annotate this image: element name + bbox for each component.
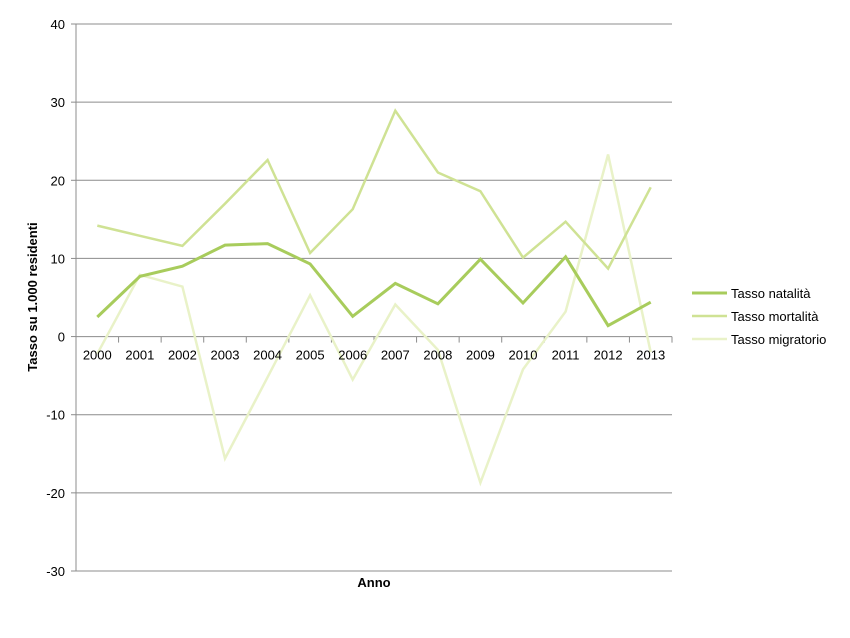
x-axis-title: Anno (357, 575, 390, 590)
x-tick-label: 2012 (594, 348, 623, 363)
x-tick-label: 2008 (423, 348, 452, 363)
y-tick-labels: 40 30 20 10 0 -10 -20 -30 (46, 17, 65, 579)
y-tick-label: -10 (46, 408, 65, 423)
y-tick-label: -30 (46, 564, 65, 579)
legend-label-tasso-natalit-: Tasso natalità (731, 286, 811, 301)
x-tick-label: 2009 (466, 348, 495, 363)
x-tick-label: 2010 (509, 348, 538, 363)
x-tick-label: 2013 (636, 348, 665, 363)
x-tick-label: 2002 (168, 348, 197, 363)
x-tick-label: 2001 (125, 348, 154, 363)
y-axis-title: Tasso su 1.000 residenti (25, 222, 40, 371)
series-line-tasso-migratorio (96, 154, 652, 487)
x-tick-label: 2006 (338, 348, 367, 363)
y-tick-label: 40 (51, 17, 65, 32)
legend: Tasso natalità Tasso mortalità Tasso migra… (692, 286, 826, 347)
x-tick-label: 2005 (296, 348, 325, 363)
y-tick-label: -20 (46, 486, 65, 501)
x-tick-label: 2007 (381, 348, 410, 363)
x-tick-label: 2003 (211, 348, 240, 363)
x-tick-labels: 2000 2001 2002 2003 2004 2005 2006 2007 2008 2009… (83, 348, 665, 363)
x-tick-label: 2011 (552, 348, 580, 363)
legend-label-tasso-mortalit-: Tasso mortalità (731, 309, 819, 324)
series-line-tasso-natalit- (96, 242, 652, 328)
y-tick-label: 0 (58, 330, 65, 345)
series-lines (96, 108, 652, 487)
y-tick-label: 30 (51, 95, 65, 110)
y-tick-label: 20 (51, 173, 65, 188)
x-tick-label: 2004 (253, 348, 282, 363)
series-line-tasso-mortalit- (97, 108, 652, 271)
y-tick-label: 10 (51, 251, 65, 266)
legend-label-tasso-migratorio: Tasso migratorio (731, 332, 826, 347)
axes (71, 23, 673, 572)
x-tick-label: 2000 (83, 348, 112, 363)
gridlines (76, 23, 672, 572)
